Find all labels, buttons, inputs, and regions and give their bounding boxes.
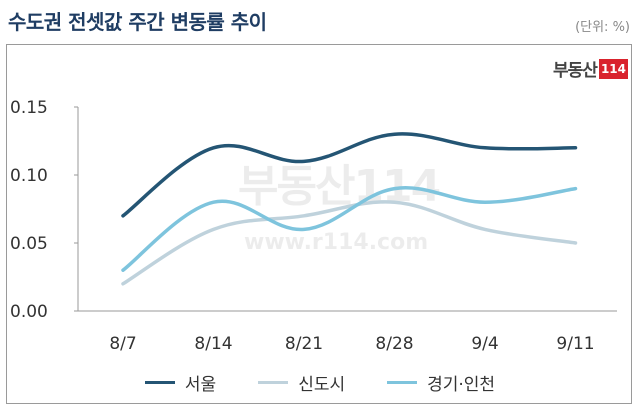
brand-logo: 부동산 114 [553,56,628,81]
legend-item: 경기·인천 [387,370,495,395]
x-tick-label: 8/28 [375,334,413,354]
legend-swatch [387,381,418,384]
legend-item: 신도시 [258,370,345,395]
x-tick-label: 9/4 [471,334,498,354]
y-tick-label: 0.00 [10,302,48,322]
brand-logo-text: 부동산 [553,61,598,81]
legend-label: 신도시 [298,375,346,395]
x-tick-label: 8/7 [109,334,136,354]
x-axis-labels: 8/7 8/14 8/21 8/28 9/4 9/11 [109,334,594,354]
series-line-3 [121,186,578,272]
brand-logo-box: 114 [598,58,628,79]
chart-legend: 서울 신도시 경기·인천 [0,370,640,395]
y-tick-label: 0.05 [10,234,48,254]
x-tick-label: 8/14 [194,334,232,354]
x-tick-label: 8/21 [285,334,323,354]
legend-swatch [144,381,175,384]
y-tick-label: 0.15 [10,98,48,118]
y-axis-labels: 0.00 0.05 0.10 0.15 [10,98,48,322]
legend-label: 서울 [184,375,217,395]
chart-title: 수도권 전셋값 주간 변동률 추이 [8,10,267,34]
legend-swatch [258,381,289,384]
legend-label: 경기·인천 [427,375,496,395]
series-line-1 [121,132,578,218]
y-tick-label: 0.10 [10,166,48,186]
x-tick-label: 9/11 [556,334,594,354]
legend-item: 서울 [144,370,217,395]
unit-label: (단위: %) [575,20,630,35]
chart-axes [74,106,617,312]
series-lines [121,132,578,286]
series-line-2 [121,200,578,286]
chart-frame [6,44,632,404]
